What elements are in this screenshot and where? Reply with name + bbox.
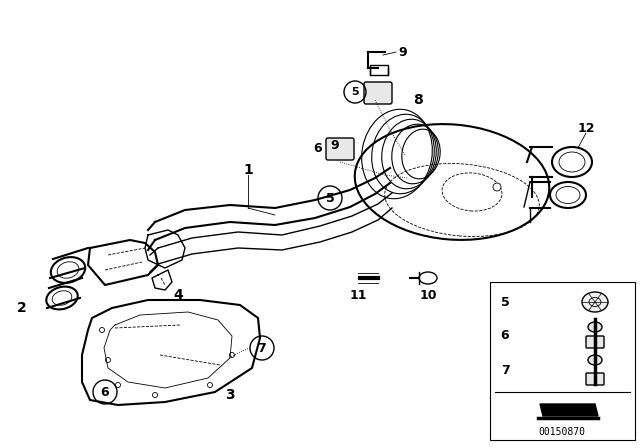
Ellipse shape	[582, 292, 608, 312]
Circle shape	[493, 183, 501, 191]
Text: 3: 3	[225, 388, 235, 402]
FancyBboxPatch shape	[364, 82, 392, 104]
Text: 5: 5	[500, 296, 509, 309]
Bar	[490, 282, 635, 440]
Text: 1: 1	[243, 163, 253, 177]
Text: 2: 2	[17, 301, 27, 315]
Text: 5: 5	[326, 191, 334, 204]
Text: 7: 7	[500, 363, 509, 376]
FancyBboxPatch shape	[586, 336, 604, 348]
Text: 6: 6	[100, 385, 109, 399]
Text: 9: 9	[331, 138, 339, 151]
Text: 6: 6	[500, 328, 509, 341]
Ellipse shape	[588, 322, 602, 332]
Text: 4: 4	[173, 288, 183, 302]
FancyBboxPatch shape	[326, 138, 354, 160]
Text: 9: 9	[398, 46, 406, 59]
Bar	[370, 65, 388, 75]
Polygon shape	[540, 404, 598, 416]
Text: 12: 12	[577, 121, 595, 134]
Text: 7: 7	[258, 341, 266, 354]
FancyBboxPatch shape	[586, 373, 604, 385]
Text: 00150870: 00150870	[538, 427, 586, 437]
Text: 5: 5	[351, 87, 359, 97]
Ellipse shape	[588, 355, 602, 365]
Text: 6: 6	[314, 142, 323, 155]
Text: 11: 11	[349, 289, 367, 302]
Text: 8: 8	[413, 93, 423, 107]
Text: 10: 10	[419, 289, 436, 302]
